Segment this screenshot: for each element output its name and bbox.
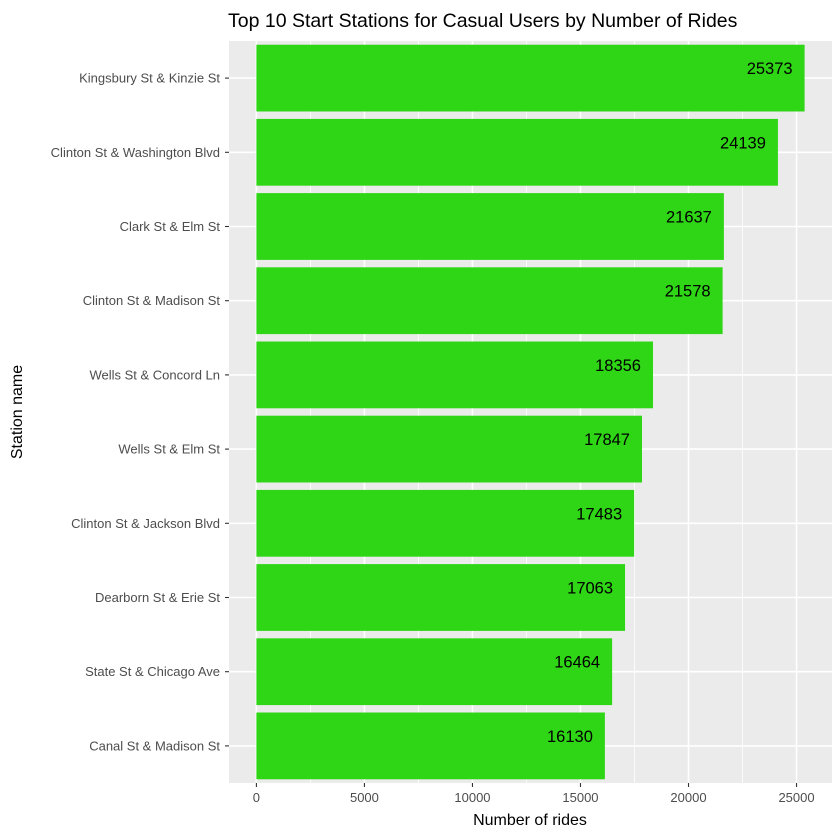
data-label: 17063 xyxy=(567,580,613,598)
y-tick-label: Canal St & Madison St xyxy=(89,738,220,753)
y-axis-title: Station name xyxy=(9,365,26,459)
x-axis-title: Number of rides xyxy=(473,812,587,829)
bar xyxy=(256,489,635,557)
bar xyxy=(256,712,605,780)
data-label: 24139 xyxy=(720,134,766,152)
x-tick-label: 10000 xyxy=(454,790,490,805)
data-label: 16130 xyxy=(547,728,593,746)
data-label: 16464 xyxy=(554,654,600,672)
bar xyxy=(256,341,653,409)
y-axis: Kingsbury St & Kinzie St Clinton St & Was… xyxy=(51,71,229,753)
bar xyxy=(256,415,642,483)
bar xyxy=(256,267,723,335)
x-axis: 0 5000 10000 15000 20000 25000 xyxy=(253,783,815,805)
y-tick-label: Wells St & Elm St xyxy=(118,442,220,457)
y-tick-label: Clinton St & Madison St xyxy=(83,293,221,308)
data-label: 21637 xyxy=(666,209,712,227)
x-tick-label: 0 xyxy=(253,790,260,805)
data-label: 21578 xyxy=(665,283,711,301)
y-tick-label: Kingsbury St & Kinzie St xyxy=(79,71,220,86)
bar xyxy=(256,564,626,631)
bar xyxy=(256,638,613,706)
data-label: 18356 xyxy=(595,357,641,375)
y-tick-label: Clinton St & Jackson Blvd xyxy=(71,516,220,531)
y-tick-label: Wells St & Concord Ln xyxy=(89,367,220,382)
x-tick-label: 20000 xyxy=(670,790,706,805)
bar xyxy=(256,44,805,112)
y-tick-label: State St & Chicago Ave xyxy=(85,664,220,679)
bars xyxy=(256,44,805,780)
x-tick-label: 5000 xyxy=(350,790,379,805)
data-label: 17483 xyxy=(576,505,622,523)
data-labels: 25373 24139 21637 21578 18356 17847 17483 17063… xyxy=(547,60,793,746)
x-tick-label: 25000 xyxy=(778,790,814,805)
y-tick-label: Dearborn St & Erie St xyxy=(95,590,220,605)
data-label: 25373 xyxy=(747,60,793,78)
x-tick-label: 15000 xyxy=(562,790,598,805)
y-tick-label: Clark St & Elm St xyxy=(120,219,221,234)
data-label: 17847 xyxy=(584,431,630,449)
chart-title: Top 10 Start Stations for Casual Users b… xyxy=(228,10,738,32)
bar xyxy=(256,118,778,186)
bar xyxy=(256,193,724,260)
y-tick-label: Clinton St & Washington Blvd xyxy=(51,145,220,160)
